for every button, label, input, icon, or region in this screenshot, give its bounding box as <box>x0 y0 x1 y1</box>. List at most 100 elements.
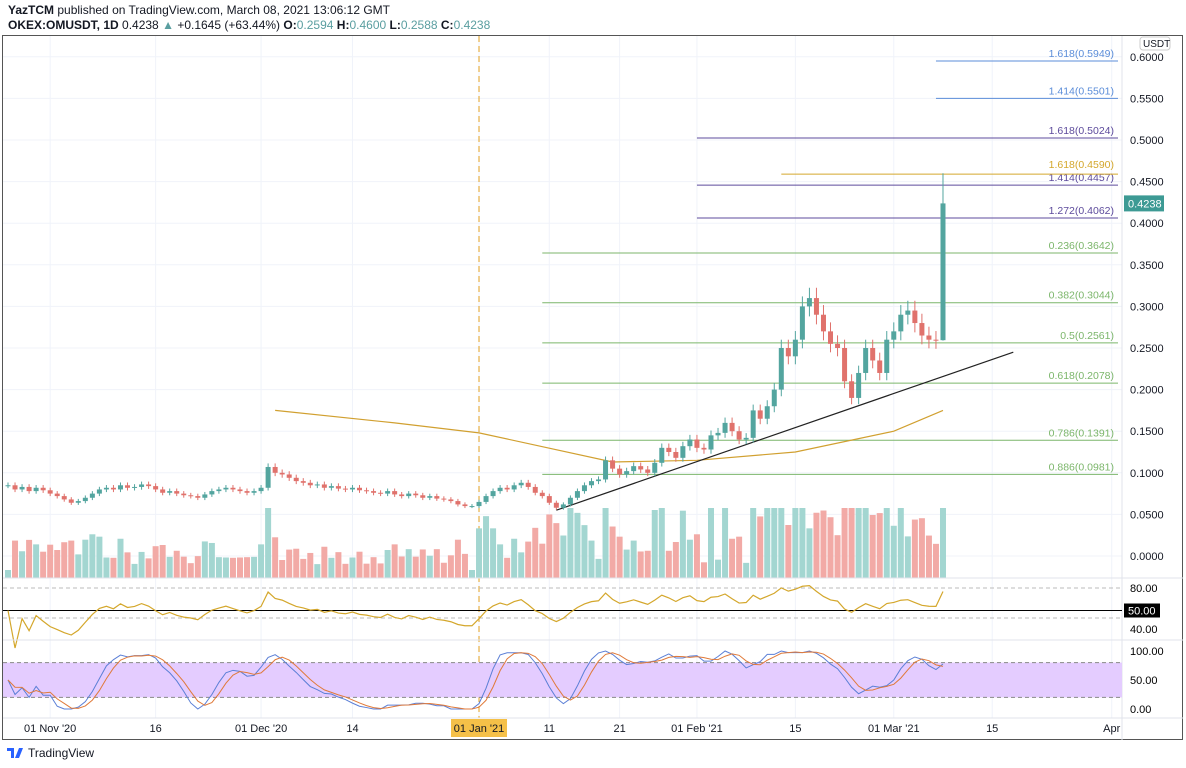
candle-body <box>617 468 623 475</box>
rsi-tick-label: 40.00 <box>1130 624 1158 636</box>
candle-body <box>694 439 700 448</box>
volume-bar <box>405 549 412 578</box>
candle-body <box>427 496 433 498</box>
candle-body <box>799 306 805 340</box>
candle-body <box>792 339 798 357</box>
candle-body <box>764 406 770 419</box>
volume-bar <box>208 542 215 578</box>
candle-body <box>842 348 848 382</box>
volume-bar <box>897 508 904 578</box>
footer: TradingView <box>6 746 94 760</box>
change: +0.1645 (+63.44%) <box>177 18 281 32</box>
volume-bar <box>792 508 799 578</box>
volume-bar <box>581 525 588 578</box>
candle-body <box>132 486 138 488</box>
candle-body <box>462 504 468 507</box>
candle-body <box>413 493 419 496</box>
candle-body <box>335 486 341 489</box>
candle-body <box>251 491 257 493</box>
candle-body <box>82 497 88 502</box>
candle-body <box>40 487 46 491</box>
volume-bar <box>813 512 820 578</box>
open-label: O: <box>283 18 297 32</box>
candle-body <box>125 485 131 488</box>
volume-bar <box>447 555 454 578</box>
candle-body <box>567 497 573 505</box>
fib-level-label: 1.414(0.4457) <box>1049 172 1114 184</box>
volume-bar <box>166 556 173 578</box>
price-tick-label: 0.1000 <box>1130 468 1164 480</box>
candle-body <box>750 410 756 438</box>
volume-bar <box>159 545 166 578</box>
volume-bar <box>630 540 637 578</box>
candle-body <box>806 298 812 307</box>
volume-bar <box>476 528 483 578</box>
chart-frame <box>2 35 1183 740</box>
candle-body <box>687 439 693 447</box>
candle-body <box>300 481 306 483</box>
candle-body <box>279 472 285 475</box>
candle-body <box>307 482 313 486</box>
volume-bar <box>145 558 152 578</box>
stoch-tick-label: 50.00 <box>1130 675 1158 687</box>
volume-bar <box>567 508 574 578</box>
candle-body <box>216 489 222 492</box>
volume-bar <box>33 544 40 578</box>
candle-body <box>146 484 152 487</box>
volume-bar <box>644 550 651 578</box>
candle-body <box>61 496 67 500</box>
price-tick-label: 0.6000 <box>1130 52 1164 64</box>
trendline <box>556 351 1014 511</box>
fib-level-label: 1.618(0.5949) <box>1049 48 1114 60</box>
volume-bar <box>187 563 194 578</box>
volume-bar <box>377 563 384 578</box>
volume-bar <box>426 555 433 578</box>
volume-bar <box>890 525 897 578</box>
symbol: OKEX:OMUSDT, 1D <box>8 18 119 32</box>
stoch-band <box>3 662 1122 698</box>
price-tick-label: 0.3500 <box>1130 260 1164 272</box>
volume-bar <box>194 556 201 578</box>
candle-body <box>103 487 109 490</box>
time-tick-label: 14 <box>346 723 358 735</box>
volume-bar <box>532 527 539 578</box>
candle-body <box>504 487 510 490</box>
candle-body <box>385 491 391 494</box>
volume-bar <box>855 508 862 578</box>
fib-level-label: 1.272(0.4062) <box>1049 205 1114 217</box>
volume-bar <box>293 548 300 578</box>
volume-bar <box>693 534 700 578</box>
volume-bar <box>244 557 251 578</box>
volume-bar <box>778 508 785 578</box>
volume-bar <box>286 549 293 578</box>
candle-body <box>546 496 552 503</box>
volume-bar <box>736 536 743 578</box>
candle-body <box>483 496 489 502</box>
currency-badge <box>1139 36 1171 51</box>
volume-bar <box>356 551 363 578</box>
time-tick-label: Apr <box>1103 723 1120 735</box>
candle-body <box>406 493 412 497</box>
volume-bar <box>321 546 328 578</box>
candle-body <box>357 487 362 491</box>
candle-body <box>349 487 355 490</box>
candle-body <box>448 499 454 502</box>
candle-body <box>272 466 278 473</box>
rsi-level-badge <box>1124 603 1160 618</box>
volume-bar <box>342 563 349 578</box>
volume-bar <box>869 515 876 578</box>
candle-body <box>596 479 602 482</box>
publisher: YazTCM <box>8 3 55 17</box>
volume-bar <box>848 508 855 578</box>
volume-bar <box>722 508 729 578</box>
candle-body <box>68 499 74 503</box>
price-tick-label: 0.0000 <box>1130 551 1164 563</box>
candle-body <box>877 360 883 373</box>
time-tick-label: 01 Feb '21 <box>671 723 723 735</box>
volume-bar <box>764 508 771 578</box>
candle-body <box>378 492 384 494</box>
volume-bar <box>201 541 208 578</box>
candle-body <box>680 446 686 458</box>
volume-bar <box>574 512 581 578</box>
